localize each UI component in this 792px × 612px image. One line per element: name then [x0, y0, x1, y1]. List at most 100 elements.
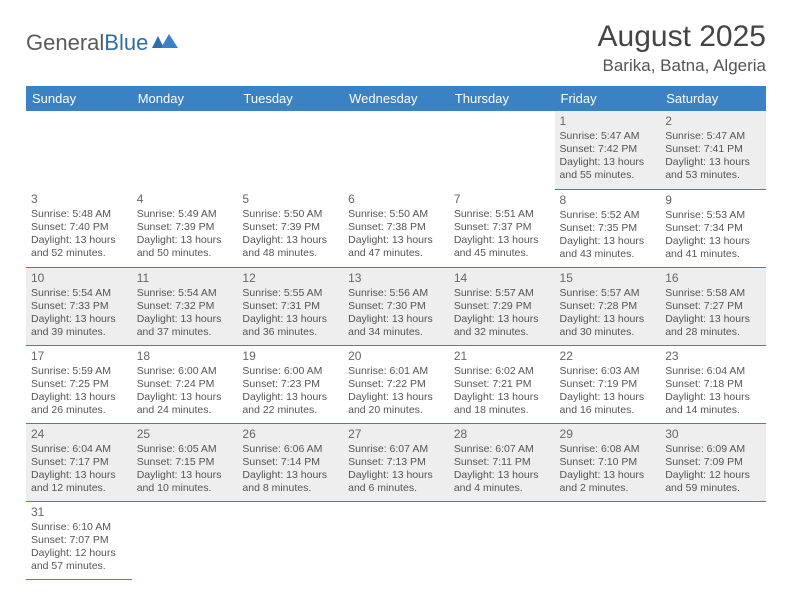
page-header: GeneralBlue August 2025 Barika, Batna, A… — [26, 20, 766, 76]
sunrise-text: Sunrise: 6:01 AM — [348, 365, 444, 378]
sunset-text: Sunset: 7:39 PM — [137, 221, 233, 234]
daylight-text: Daylight: 13 hours — [137, 313, 233, 326]
day-number: 27 — [348, 427, 444, 442]
daylight-text: and 50 minutes. — [137, 247, 233, 260]
sunrise-text: Sunrise: 6:07 AM — [348, 443, 444, 456]
sunset-text: Sunset: 7:41 PM — [665, 143, 761, 156]
calendar-day-cell — [132, 501, 238, 579]
sunset-text: Sunset: 7:09 PM — [665, 456, 761, 469]
sunset-text: Sunset: 7:27 PM — [665, 300, 761, 313]
sunrise-text: Sunrise: 5:48 AM — [31, 208, 127, 221]
daylight-text: and 55 minutes. — [560, 169, 656, 182]
daylight-text: and 41 minutes. — [665, 248, 761, 261]
day-number: 5 — [242, 192, 338, 207]
sunset-text: Sunset: 7:30 PM — [348, 300, 444, 313]
calendar-day-cell: 10Sunrise: 5:54 AMSunset: 7:33 PMDayligh… — [26, 267, 132, 345]
calendar-body: 1Sunrise: 5:47 AMSunset: 7:42 PMDaylight… — [26, 111, 766, 579]
daylight-text: Daylight: 13 hours — [560, 313, 656, 326]
daylight-text: and 4 minutes. — [454, 482, 550, 495]
day-number: 28 — [454, 427, 550, 442]
daylight-text: and 18 minutes. — [454, 404, 550, 417]
sunrise-text: Sunrise: 5:56 AM — [348, 287, 444, 300]
sunrise-text: Sunrise: 5:54 AM — [31, 287, 127, 300]
day-number: 30 — [665, 427, 761, 442]
sunrise-text: Sunrise: 5:50 AM — [348, 208, 444, 221]
daylight-text: and 12 minutes. — [31, 482, 127, 495]
daylight-text: Daylight: 13 hours — [137, 391, 233, 404]
sunset-text: Sunset: 7:24 PM — [137, 378, 233, 391]
sunset-text: Sunset: 7:32 PM — [137, 300, 233, 313]
calendar-day-cell: 7Sunrise: 5:51 AMSunset: 7:37 PMDaylight… — [449, 189, 555, 267]
sunset-text: Sunset: 7:40 PM — [31, 221, 127, 234]
calendar-day-cell — [237, 111, 343, 189]
calendar-day-cell: 2Sunrise: 5:47 AMSunset: 7:41 PMDaylight… — [660, 111, 766, 189]
sunrise-text: Sunrise: 5:47 AM — [665, 130, 761, 143]
sunset-text: Sunset: 7:38 PM — [348, 221, 444, 234]
sunrise-text: Sunrise: 5:50 AM — [242, 208, 338, 221]
sunrise-text: Sunrise: 5:51 AM — [454, 208, 550, 221]
daylight-text: Daylight: 13 hours — [348, 313, 444, 326]
sunset-text: Sunset: 7:23 PM — [242, 378, 338, 391]
sunrise-text: Sunrise: 5:53 AM — [665, 209, 761, 222]
daylight-text: Daylight: 13 hours — [31, 469, 127, 482]
calendar-day-cell: 29Sunrise: 6:08 AMSunset: 7:10 PMDayligh… — [555, 423, 661, 501]
sunrise-text: Sunrise: 6:02 AM — [454, 365, 550, 378]
daylight-text: Daylight: 13 hours — [454, 391, 550, 404]
day-number: 22 — [560, 349, 656, 364]
logo-flag-icon — [152, 34, 178, 52]
day-number: 20 — [348, 349, 444, 364]
sunset-text: Sunset: 7:19 PM — [560, 378, 656, 391]
day-number: 4 — [137, 192, 233, 207]
calendar-day-cell: 23Sunrise: 6:04 AMSunset: 7:18 PMDayligh… — [660, 345, 766, 423]
daylight-text: and 45 minutes. — [454, 247, 550, 260]
sunset-text: Sunset: 7:33 PM — [31, 300, 127, 313]
day-number: 29 — [560, 427, 656, 442]
sunset-text: Sunset: 7:11 PM — [454, 456, 550, 469]
daylight-text: and 57 minutes. — [31, 560, 127, 573]
daylight-text: and 48 minutes. — [242, 247, 338, 260]
sunrise-text: Sunrise: 5:47 AM — [560, 130, 656, 143]
calendar-week-row: 24Sunrise: 6:04 AMSunset: 7:17 PMDayligh… — [26, 423, 766, 501]
sunset-text: Sunset: 7:13 PM — [348, 456, 444, 469]
calendar-day-cell: 9Sunrise: 5:53 AMSunset: 7:34 PMDaylight… — [660, 189, 766, 267]
daylight-text: and 37 minutes. — [137, 326, 233, 339]
calendar-header-row: SundayMondayTuesdayWednesdayThursdayFrid… — [26, 86, 766, 111]
sunrise-text: Sunrise: 6:08 AM — [560, 443, 656, 456]
daylight-text: and 36 minutes. — [242, 326, 338, 339]
sunset-text: Sunset: 7:15 PM — [137, 456, 233, 469]
sunset-text: Sunset: 7:29 PM — [454, 300, 550, 313]
daylight-text: Daylight: 13 hours — [242, 313, 338, 326]
sunrise-text: Sunrise: 6:07 AM — [454, 443, 550, 456]
sunset-text: Sunset: 7:37 PM — [454, 221, 550, 234]
calendar-day-cell: 16Sunrise: 5:58 AMSunset: 7:27 PMDayligh… — [660, 267, 766, 345]
calendar-day-cell: 24Sunrise: 6:04 AMSunset: 7:17 PMDayligh… — [26, 423, 132, 501]
daylight-text: Daylight: 13 hours — [348, 391, 444, 404]
calendar-day-cell — [343, 111, 449, 189]
calendar-day-cell: 18Sunrise: 6:00 AMSunset: 7:24 PMDayligh… — [132, 345, 238, 423]
daylight-text: and 32 minutes. — [454, 326, 550, 339]
daylight-text: and 24 minutes. — [137, 404, 233, 417]
calendar-day-cell: 28Sunrise: 6:07 AMSunset: 7:11 PMDayligh… — [449, 423, 555, 501]
calendar-day-cell: 6Sunrise: 5:50 AMSunset: 7:38 PMDaylight… — [343, 189, 449, 267]
sunset-text: Sunset: 7:35 PM — [560, 222, 656, 235]
calendar-day-cell: 14Sunrise: 5:57 AMSunset: 7:29 PMDayligh… — [449, 267, 555, 345]
sunset-text: Sunset: 7:07 PM — [31, 534, 127, 547]
calendar-day-cell: 31Sunrise: 6:10 AMSunset: 7:07 PMDayligh… — [26, 501, 132, 579]
daylight-text: Daylight: 12 hours — [665, 469, 761, 482]
day-number: 23 — [665, 349, 761, 364]
calendar-day-cell: 22Sunrise: 6:03 AMSunset: 7:19 PMDayligh… — [555, 345, 661, 423]
sunset-text: Sunset: 7:21 PM — [454, 378, 550, 391]
calendar-day-cell: 30Sunrise: 6:09 AMSunset: 7:09 PMDayligh… — [660, 423, 766, 501]
calendar-day-cell: 12Sunrise: 5:55 AMSunset: 7:31 PMDayligh… — [237, 267, 343, 345]
calendar-day-cell: 19Sunrise: 6:00 AMSunset: 7:23 PMDayligh… — [237, 345, 343, 423]
calendar-week-row: 31Sunrise: 6:10 AMSunset: 7:07 PMDayligh… — [26, 501, 766, 579]
sunrise-text: Sunrise: 6:04 AM — [665, 365, 761, 378]
sunset-text: Sunset: 7:42 PM — [560, 143, 656, 156]
daylight-text: Daylight: 13 hours — [137, 469, 233, 482]
daylight-text: and 16 minutes. — [560, 404, 656, 417]
sunrise-text: Sunrise: 6:04 AM — [31, 443, 127, 456]
day-number: 12 — [242, 271, 338, 286]
day-header: Thursday — [449, 86, 555, 111]
sunrise-text: Sunrise: 6:00 AM — [242, 365, 338, 378]
calendar-day-cell: 15Sunrise: 5:57 AMSunset: 7:28 PMDayligh… — [555, 267, 661, 345]
